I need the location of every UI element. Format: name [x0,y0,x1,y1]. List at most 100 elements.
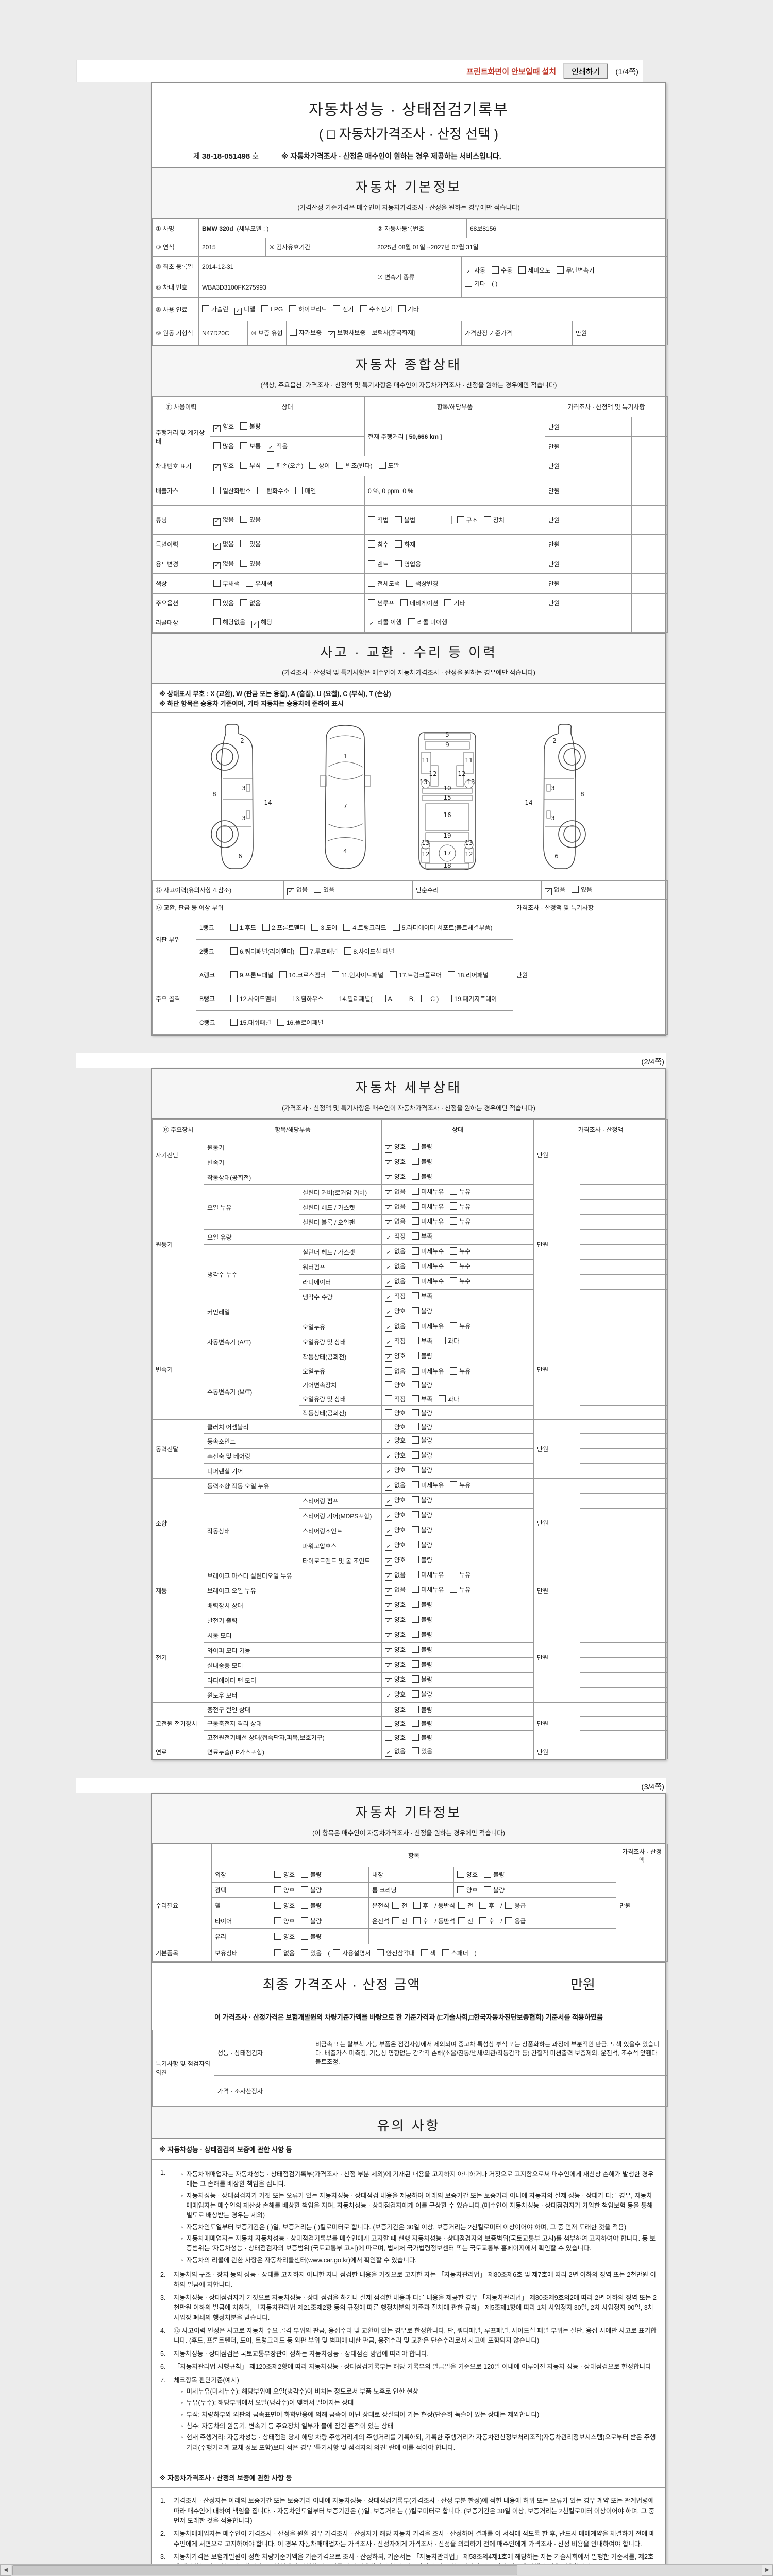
checkbox-icon[interactable] [412,1143,419,1150]
checkbox-option[interactable]: 스패너 [442,1948,468,1957]
checkbox-icon[interactable] [450,1481,458,1488]
checkbox-option[interactable]: 불량 [412,1630,432,1639]
checkbox-option[interactable]: 안전삼각대 [377,1948,415,1957]
checkbox-icon[interactable] [412,1202,419,1210]
checkbox-icon[interactable] [289,304,297,312]
checkbox-option[interactable]: 잭 [421,1948,436,1957]
checkbox-option[interactable]: 10.크로스멤버 [279,971,326,979]
checkbox-option[interactable]: B, [399,995,415,1003]
checkbox-option[interactable]: 불량 [412,1705,432,1714]
checkbox-option[interactable]: 화재 [395,540,415,549]
checkbox-option[interactable]: 불량 [412,1409,432,1417]
checkbox-option[interactable]: 불량 [412,1142,432,1151]
checkbox-option[interactable]: 후 [413,1917,428,1925]
checkbox-option[interactable]: 18.리어패널 [448,971,489,979]
checkbox-icon[interactable] [412,1526,419,1533]
checkbox-icon[interactable] [412,1541,419,1548]
checkbox-option[interactable]: ✓ 양호 [213,422,234,432]
checkbox-icon[interactable] [295,487,303,494]
checkbox-icon[interactable] [457,516,464,523]
checkbox-option[interactable]: 3.도어 [311,923,337,932]
checkbox-icon[interactable] [450,1217,458,1225]
checkbox-option[interactable]: 유채색 [246,579,272,588]
checkbox-icon[interactable] [230,1019,238,1026]
checkbox-option[interactable]: 자가보증 [290,328,322,337]
checkbox-icon[interactable] [412,1646,419,1653]
checkbox-icon[interactable] [450,1202,458,1210]
checkbox-icon[interactable] [412,1571,419,1578]
checkbox-option[interactable]: ✓ 양호 [385,1451,406,1461]
checkbox-icon[interactable]: ✓ [213,425,221,432]
checkbox-icon[interactable] [395,516,402,523]
checkbox-option[interactable]: 하이브리드 [289,304,327,313]
checkbox-option[interactable]: 영업용 [395,560,421,568]
checkbox-icon[interactable] [412,1217,419,1225]
checkbox-option[interactable]: 누유 [450,1367,470,1376]
checkbox-option[interactable]: 기타 [465,279,485,288]
checkbox-icon[interactable] [439,1337,446,1344]
checkbox-icon[interactable] [333,1949,341,1956]
checkbox-option[interactable]: 도말 [378,461,399,470]
checkbox-option[interactable]: 있음 [301,1948,322,1957]
checkbox-option[interactable]: 불량 [484,1886,505,1894]
checkbox-option[interactable]: 전 [392,1901,407,1910]
checkbox-icon[interactable]: ✓ [385,1469,393,1476]
checkbox-option[interactable]: 기타 [398,304,419,313]
checkbox-option[interactable]: ✓ 적음 [267,442,288,452]
checkbox-option[interactable]: 장치 [483,516,505,524]
checkbox-option[interactable]: 6.쿼터패널(리어휀더) [230,947,294,956]
checkbox-icon[interactable]: ✓ [385,1454,393,1461]
checkbox-option[interactable]: 1.후드 [230,923,256,932]
checkbox-icon[interactable] [368,580,375,587]
checkbox-icon[interactable] [314,885,322,893]
checkbox-option[interactable]: 불량 [412,1540,432,1549]
checkbox-option[interactable]: 과다 [439,1395,459,1403]
checkbox-option[interactable]: ✓ 없음 [213,539,234,550]
checkbox-icon[interactable] [213,599,221,606]
checkbox-option[interactable]: 수동 [492,266,512,275]
checkbox-icon[interactable] [412,1675,419,1683]
checkbox-icon[interactable] [412,1188,419,1195]
checkbox-option[interactable]: ✓ 양호 [385,1466,406,1476]
checkbox-option[interactable]: 12.사이드멤버 [230,994,277,1003]
checkbox-option[interactable]: ✓ 없음 [385,1247,406,1257]
checkbox-icon[interactable] [412,1436,419,1444]
checkbox-option[interactable]: 렌트 [368,560,389,568]
checkbox-icon[interactable] [274,1871,281,1878]
checkbox-icon[interactable] [385,1409,393,1416]
checkbox-icon[interactable] [230,971,238,978]
checkbox-icon[interactable] [444,599,452,606]
checkbox-icon[interactable] [412,1705,419,1713]
checkbox-icon[interactable] [412,1277,419,1284]
checkbox-option[interactable]: 불량 [412,1719,432,1728]
checkbox-icon[interactable] [400,599,408,606]
checkbox-icon[interactable] [378,461,386,469]
checkbox-icon[interactable] [412,1660,419,1668]
checkbox-option[interactable]: ✓ 양호 [385,1600,406,1611]
checkbox-option[interactable]: 무채색 [213,579,240,588]
checkbox-icon[interactable] [412,1352,419,1359]
scrollbar-thumb[interactable] [12,2565,517,2575]
checkbox-option[interactable]: 불량 [301,1886,322,1894]
checkbox-option[interactable]: 있음 [240,515,261,524]
checkbox-option[interactable]: 전 [458,1901,473,1910]
checkbox-option[interactable]: ✓ 자동 [465,266,485,276]
checkbox-icon[interactable]: ✓ [385,1678,393,1685]
checkbox-option[interactable]: 양호 [385,1719,406,1728]
checkbox-icon[interactable] [246,580,254,587]
checkbox-icon[interactable] [458,1917,466,1924]
checkbox-option[interactable]: 썬루프 [368,599,394,607]
checkbox-icon[interactable] [336,461,344,469]
checkbox-icon[interactable] [311,924,319,931]
checkbox-icon[interactable] [390,971,397,978]
checkbox-icon[interactable] [385,1395,393,1402]
checkbox-icon[interactable]: ✓ [385,1280,393,1287]
checkbox-icon[interactable] [450,1262,458,1269]
checkbox-icon[interactable] [439,1395,446,1402]
checkbox-option[interactable]: 미세누수 [412,1262,444,1270]
checkbox-icon[interactable] [445,995,452,1002]
checkbox-option[interactable]: ✓ 없음 [385,1585,406,1596]
checkbox-option[interactable]: ✓ 없음 [545,885,565,895]
checkbox-icon[interactable] [213,580,221,587]
checkbox-icon[interactable]: ✓ [385,1205,393,1212]
